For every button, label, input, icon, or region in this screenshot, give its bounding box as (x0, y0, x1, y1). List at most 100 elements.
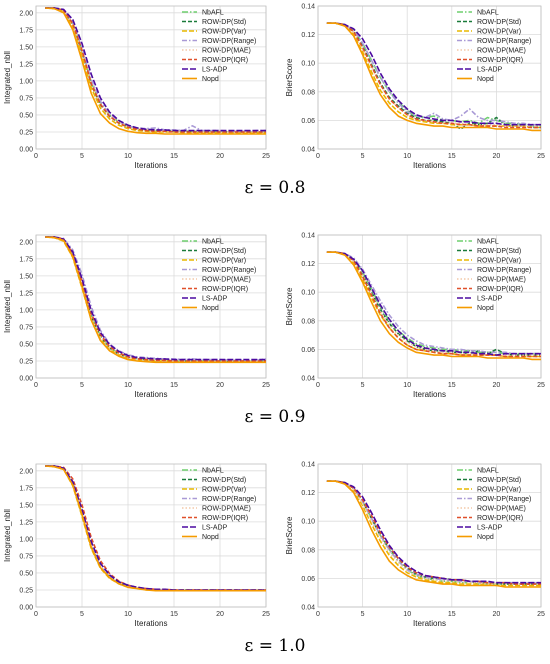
series-line-nopd (326, 251, 541, 361)
y-axis-label: BrierScore (285, 58, 294, 96)
legend: NbAFL ROW-DP(Std) ROW-DP(Var) ROW-DP(Range)… (457, 239, 531, 312)
x-tick-label: 5 (361, 611, 365, 618)
x-tick-label: 10 (124, 153, 132, 160)
legend-label-row-dp-std: ROW-DP(Std) (477, 19, 521, 26)
y-tick-label: 1.25 (19, 519, 33, 526)
y-tick-label: 0.00 (19, 376, 33, 383)
y-tick-label: 1.75 (19, 485, 33, 492)
series-line-ls-adp (45, 7, 266, 132)
legend-label-row-dp-var: ROW-DP(Var) (477, 29, 521, 36)
series-group (326, 251, 541, 361)
x-tick-label: 0 (316, 611, 320, 618)
legend-label-nbafl: NbAFL (477, 239, 499, 246)
plot-frame (35, 234, 267, 379)
y-tick-label: 0.14 (301, 462, 315, 469)
x-tick-label: 20 (493, 153, 501, 160)
x-tick-label: 15 (448, 611, 456, 618)
y-tick-label: 0.10 (301, 61, 315, 68)
legend-label-nbafl: NbAFL (202, 10, 224, 17)
series-line-row-dp-mae (326, 251, 541, 356)
y-tick-label: 0.50 (19, 570, 33, 577)
legend: NbAFL ROW-DP(Std) ROW-DP(Var) ROW-DP(Range)… (182, 468, 256, 541)
y-tick-label: 2.00 (19, 468, 33, 475)
y-tick-label: 0.75 (19, 553, 33, 560)
y-tick-label: 0.75 (19, 95, 33, 102)
x-tick-label: 20 (216, 382, 224, 389)
chart-nbll-eps-0-8: 0 5 10 15 20 25 0.00 0.25 0.50 0.75 1.00 1.25 1.50 1.… (3, 5, 270, 170)
plot-frame (35, 5, 267, 150)
y-tick-label: 0.25 (19, 129, 33, 136)
legend-label-row-dp-iqr: ROW-DP(IQR) (477, 57, 523, 64)
x-tick-label: 0 (34, 382, 38, 389)
legend-label-ls-adp: LS-ADP (202, 296, 228, 303)
legend-label-nbafl: NbAFL (202, 239, 224, 246)
y-tick-label: 1.25 (19, 61, 33, 68)
legend-label-row-dp-var: ROW-DP(Var) (202, 487, 246, 494)
y-tick-label: 1.75 (19, 27, 33, 34)
x-tick-label: 15 (170, 382, 178, 389)
x-axis-label: Iterations (413, 161, 446, 170)
series-line-row-dp-var (326, 480, 541, 587)
y-axis-label: Integrated_nbll (3, 51, 12, 104)
legend-label-row-dp-mae: ROW-DP(MAE) (202, 48, 251, 55)
chart-brier-eps-1-0: 0 5 10 15 20 25 0.04 0.06 0.08 0.10 0.12 0.14 Iterat… (285, 462, 545, 629)
legend-label-row-dp-var: ROW-DP(Var) (477, 487, 521, 494)
series-line-row-dp-iqr (326, 22, 541, 129)
x-tick-label: 5 (80, 382, 84, 389)
legend-label-nopd: Nopd (477, 305, 494, 312)
series-line-row-dp-iqr (326, 251, 541, 358)
plot-frame (317, 5, 542, 150)
legend-label-row-dp-range: ROW-DP(Range) (202, 267, 256, 274)
x-tick-label: 25 (537, 153, 545, 160)
series-line-nopd (326, 480, 541, 588)
x-tick-label: 20 (216, 153, 224, 160)
legend-label-row-dp-mae: ROW-DP(MAE) (477, 48, 526, 55)
legend-label-nopd: Nopd (477, 76, 494, 83)
series-group (326, 480, 541, 588)
series-line-nopd (45, 465, 266, 592)
panel-caption-eps-1-0: ε = 1.0 (244, 636, 306, 656)
legend-label-row-dp-std: ROW-DP(Std) (202, 248, 246, 255)
series-line-nopd (45, 7, 266, 135)
plot-frame (317, 463, 542, 608)
series-group (326, 22, 541, 132)
x-tick-label: 0 (34, 153, 38, 160)
legend-label-row-dp-range: ROW-DP(Range) (202, 496, 256, 503)
legend-label-row-dp-iqr: ROW-DP(IQR) (477, 286, 523, 293)
y-tick-label: 0.08 (301, 547, 315, 554)
y-tick-label: 0.00 (19, 605, 33, 612)
series-line-ls-adp (326, 480, 541, 584)
legend-label-nbafl: NbAFL (202, 468, 224, 475)
series-line-ls-adp (45, 236, 266, 361)
legend-label-row-dp-var: ROW-DP(Var) (202, 258, 246, 265)
y-tick-label: 0.12 (301, 490, 315, 497)
legend-label-nopd: Nopd (477, 534, 494, 541)
x-tick-label: 0 (316, 153, 320, 160)
series-line-ls-adp (326, 251, 541, 356)
x-tick-label: 10 (403, 611, 411, 618)
y-tick-label: 1.75 (19, 256, 33, 263)
y-tick-label: 1.50 (19, 273, 33, 280)
y-tick-label: 0.25 (19, 587, 33, 594)
legend-label-row-dp-std: ROW-DP(Std) (477, 248, 521, 255)
series-line-row-dp-range (326, 22, 541, 126)
legend-label-row-dp-range: ROW-DP(Range) (477, 267, 531, 274)
legend: NbAFL ROW-DP(Std) ROW-DP(Var) ROW-DP(Range)… (182, 10, 256, 83)
plot-frame (317, 234, 542, 379)
x-tick-label: 5 (361, 153, 365, 160)
legend-label-row-dp-mae: ROW-DP(MAE) (202, 277, 251, 284)
legend-label-row-dp-var: ROW-DP(Var) (477, 258, 521, 265)
x-axis-label: Iterations (135, 390, 168, 399)
y-tick-label: 0.06 (301, 576, 315, 583)
x-tick-label: 20 (493, 382, 501, 389)
y-tick-label: 0.10 (301, 519, 315, 526)
x-tick-label: 15 (170, 153, 178, 160)
x-tick-label: 10 (403, 153, 411, 160)
y-tick-label: 0.75 (19, 324, 33, 331)
legend: NbAFL ROW-DP(Std) ROW-DP(Var) ROW-DP(Range)… (457, 468, 531, 541)
y-tick-label: 2.00 (19, 10, 33, 17)
x-tick-label: 0 (316, 382, 320, 389)
y-tick-label: 0.04 (301, 376, 315, 383)
y-tick-label: 0.06 (301, 118, 315, 125)
legend-label-row-dp-mae: ROW-DP(MAE) (477, 506, 526, 513)
